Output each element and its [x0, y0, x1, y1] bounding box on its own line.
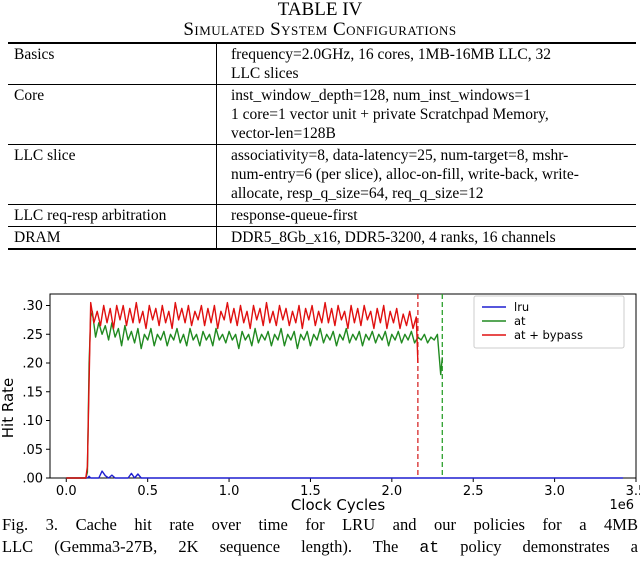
config-value: inst_window_depth=128, num_inst_windows=…: [216, 84, 636, 145]
table-row: DRAM DDR5_8Gb_x16, DDR5-3200, 4 ranks, 16…: [8, 226, 636, 250]
config-key: LLC req-resp arbitration: [8, 204, 217, 227]
config-key: LLC slice: [8, 144, 217, 205]
x-tick-label: 2.5: [463, 484, 484, 499]
config-value-line: response-queue-first: [231, 207, 358, 224]
table-row: LLC req-resp arbitration response-queue-f…: [8, 204, 636, 227]
config-value: DDR5_8Gb_x16, DDR5-3200, 4 ranks, 16 cha…: [216, 226, 636, 250]
caption-line-1: Fig. 3. Cache hit rate over time for LRU…: [2, 515, 638, 534]
config-value-line: LLC slices: [231, 65, 299, 82]
config-value: response-queue-first: [216, 204, 636, 227]
table-row: Core inst_window_depth=128, num_inst_wind…: [8, 84, 636, 145]
table-title: Simulated System Configurations: [183, 19, 457, 40]
x-axis-label: Clock Cycles: [291, 496, 386, 514]
config-value-line: vector-len=128B: [231, 125, 336, 142]
legend-label: lru: [514, 300, 529, 314]
config-key: Core: [8, 84, 217, 145]
y-tick-label: .00: [22, 472, 43, 487]
y-tick-label: .15: [22, 385, 43, 400]
legend-label: at: [514, 314, 526, 328]
config-value-line: num-entry=6 (per slice), alloc-on-fill, …: [231, 166, 579, 183]
config-key: Basics: [8, 42, 217, 85]
y-tick-label: .25: [22, 328, 43, 343]
figure-caption: Fig. 3. Cache hit rate over time for LRU…: [2, 514, 638, 559]
caption-line-2-post: policy demonstrates a: [439, 537, 638, 556]
x-tick-label: 3.0: [544, 484, 565, 499]
config-value-line: allocate, resp_q_size=64, req_q_size=12: [231, 185, 484, 202]
config-value-line: 1 core=1 vector unit + private Scratchpa…: [231, 106, 549, 123]
legend-label: at + bypass: [514, 328, 583, 342]
config-value-line: associativity=8, data-latency=25, num-ta…: [231, 147, 569, 164]
x-tick-label: 2.0: [381, 484, 402, 499]
series-line-at-bypass: [66, 301, 419, 479]
x-tick-label: 0.5: [137, 484, 158, 499]
table-row: LLC slice associativity=8, data-latency=2…: [8, 144, 636, 205]
y-tick-label: .20: [22, 357, 43, 372]
y-tick-label: .10: [22, 414, 43, 429]
caption-code-at: at: [419, 538, 440, 557]
config-value-line: DDR5_8Gb_x16, DDR5-3200, 4 ranks, 16 cha…: [231, 229, 556, 246]
y-tick-label: .05: [22, 443, 43, 458]
config-value-line: frequency=2.0GHz, 16 cores, 1MB-16MB LLC…: [231, 46, 551, 63]
caption-line-2-pre: LLC (Gemma3-27B, 2K sequence length). Th…: [2, 537, 420, 556]
x-exponent-label: 1e6: [609, 498, 634, 513]
config-value: associativity=8, data-latency=25, num-ta…: [216, 144, 636, 205]
x-tick-label: 3.5: [626, 484, 640, 499]
config-table: Basics frequency=2.0GHz, 16 cores, 1MB-16…: [8, 42, 636, 250]
x-tick-label: 1.5: [300, 484, 321, 499]
y-tick-label: .30: [22, 299, 43, 314]
table-row: Basics frequency=2.0GHz, 16 cores, 1MB-16…: [8, 42, 636, 85]
x-tick-label: 0.0: [56, 484, 77, 499]
table-number: TABLE IV: [277, 0, 363, 20]
hit-rate-chart: 0.0 0.5 1.0 1.5 2.0 2.5 3.0 3.5 .00 .05 .10 .15 .20.…: [0, 293, 640, 514]
y-axis-label: Hit Rate: [0, 378, 17, 439]
config-key: DRAM: [8, 226, 217, 250]
series-line-lru: [66, 470, 623, 479]
series-line-at: [66, 310, 443, 479]
config-value: frequency=2.0GHz, 16 cores, 1MB-16MB LLC…: [216, 42, 636, 85]
config-value-line: inst_window_depth=128, num_inst_windows=…: [231, 87, 531, 104]
legend-box: [473, 295, 625, 349]
x-tick-label: 1.0: [219, 484, 240, 499]
caption-line-2: LLC (Gemma3-27B, 2K sequence length). Th…: [2, 536, 638, 559]
